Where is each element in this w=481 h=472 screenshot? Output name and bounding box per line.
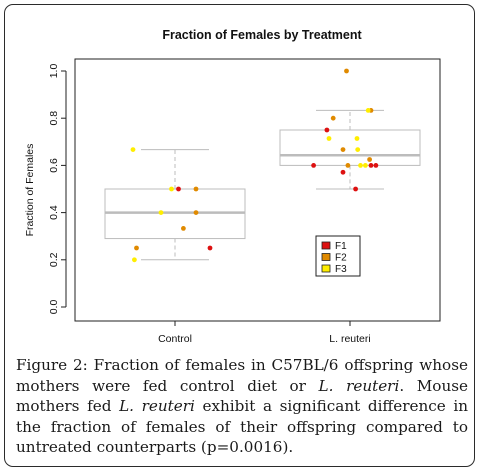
point-f3 bbox=[158, 210, 164, 216]
plot-area bbox=[74, 58, 441, 322]
point-f3 bbox=[326, 136, 332, 141]
point-f3 bbox=[363, 163, 368, 168]
caption-text-3: exhibit a significant difference in the … bbox=[16, 397, 468, 456]
point-f1 bbox=[340, 169, 346, 175]
point-f2 bbox=[181, 226, 186, 231]
y-tick-label: 0.4 bbox=[48, 205, 60, 220]
point-f3 bbox=[355, 147, 361, 152]
x-tick-label: Control bbox=[158, 333, 192, 345]
point-f2 bbox=[193, 210, 199, 216]
point-f3 bbox=[365, 108, 371, 113]
y-axis-label: Fraction of Females bbox=[24, 144, 36, 237]
point-f2 bbox=[193, 186, 199, 192]
y-tick-label: 0.0 bbox=[48, 300, 60, 315]
point-f3 bbox=[169, 186, 174, 192]
legend-swatch-f2 bbox=[321, 253, 331, 261]
point-f2 bbox=[330, 115, 336, 121]
point-f1 bbox=[373, 163, 379, 168]
point-f2 bbox=[344, 68, 349, 74]
caption-italic-1: L. reuteri bbox=[318, 376, 400, 395]
legend-swatch-f3 bbox=[321, 264, 331, 273]
y-tick-label: 0.2 bbox=[48, 252, 60, 267]
point-f3 bbox=[132, 257, 137, 263]
caption-text-1: Fraction of females in C57BL/6 offspring… bbox=[16, 356, 468, 395]
point-f1 bbox=[207, 245, 213, 251]
point-f1 bbox=[353, 186, 358, 192]
figure-caption: Figure 2: Fraction of females in C57BL/6… bbox=[16, 355, 468, 458]
legend-label-f2: F2 bbox=[335, 253, 347, 264]
figure-frame bbox=[4, 4, 475, 467]
legend-swatch-f1 bbox=[321, 241, 331, 250]
point-f2 bbox=[134, 245, 139, 251]
caption-italic-2: L. reuteri bbox=[119, 397, 195, 415]
legend-label-f1: F1 bbox=[335, 241, 347, 252]
point-f1 bbox=[311, 163, 316, 168]
legend-label-f3: F3 bbox=[335, 264, 347, 275]
y-tick-label: 0.8 bbox=[48, 111, 60, 126]
point-f3 bbox=[354, 136, 360, 141]
point-f1 bbox=[368, 163, 374, 168]
boxplot-chart: Fraction of Females by Treatment Fractio… bbox=[24, 28, 441, 345]
caption-label: Figure 2: bbox=[16, 356, 88, 374]
box-iqr bbox=[279, 129, 421, 166]
point-f2 bbox=[367, 157, 372, 162]
y-tick-label: 1.0 bbox=[48, 64, 60, 79]
point-f1 bbox=[176, 186, 181, 192]
point-f3 bbox=[358, 163, 363, 168]
point-f3 bbox=[130, 147, 136, 152]
point-f1 bbox=[324, 127, 330, 133]
chart-title: Fraction of Females by Treatment bbox=[162, 28, 362, 42]
y-tick-label: 0.6 bbox=[48, 158, 60, 173]
box-l-reuteri bbox=[279, 109, 421, 190]
x-tick-label: L. reuteri bbox=[329, 333, 370, 345]
point-f2 bbox=[340, 147, 346, 152]
box-control bbox=[104, 149, 246, 261]
caption-text-2: . Mouse mothers fed bbox=[16, 376, 469, 416]
point-f2 bbox=[345, 163, 351, 168]
